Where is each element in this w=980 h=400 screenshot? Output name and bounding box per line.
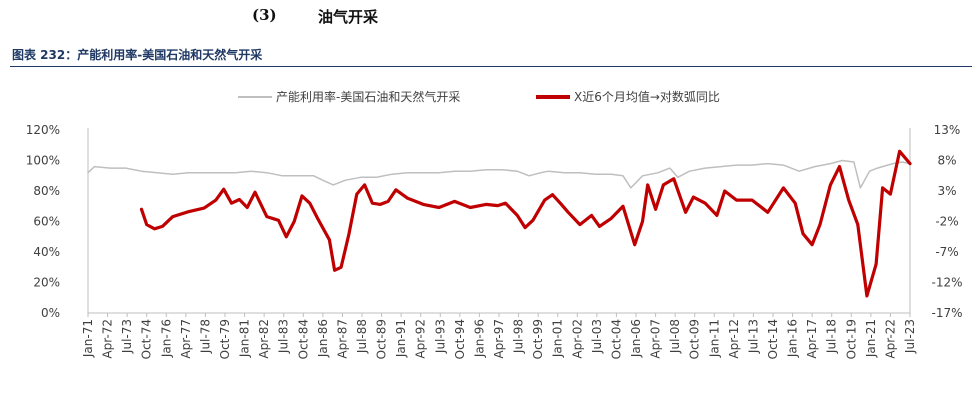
legend: 产能利用率-美国石油和天然气开采 X近6个月均值→对数弧同比	[238, 89, 720, 104]
series-line-yoy	[139, 149, 912, 298]
right-axis-ticks: -17% -12% -7% -2% 3% 8% 13%	[931, 123, 962, 320]
x-tick-label: Oct-99	[531, 319, 545, 359]
figure-title: 图表 232：产能利用率-美国石油和天然气开采	[12, 48, 263, 62]
x-tick-label: Jul-73	[120, 319, 134, 354]
x-tick-label: Apr-82	[257, 319, 271, 359]
left-axis-ticks: 0% 20% 40% 60% 80% 100% 120%	[26, 123, 60, 320]
x-tick-label: Jan-91	[394, 319, 408, 358]
x-tick-label: Jan-76	[159, 319, 173, 358]
left-tick-label: 0%	[41, 306, 60, 320]
x-tick-label: Jan-96	[472, 319, 486, 358]
right-tick-label: -17%	[931, 306, 962, 320]
x-tick-label: Jan-01	[551, 319, 565, 358]
series-line-capacity-utilization	[87, 159, 911, 189]
x-tick-label: Jul-93	[433, 319, 447, 354]
x-tick-label: Apr-72	[101, 319, 115, 359]
section-number: (3)	[252, 6, 277, 24]
section-title: 油气开采	[318, 8, 379, 26]
x-tick-label: Apr-02	[570, 319, 584, 359]
x-tick-label: Oct-74	[140, 319, 154, 359]
x-tick-label: Jul-18	[825, 319, 839, 354]
x-tick-label: Jan-71	[81, 319, 95, 358]
legend-label-capacity: 产能利用率-美国石油和天然气开采	[276, 89, 460, 104]
x-tick-label: Jan-21	[864, 319, 878, 358]
x-tick-label: Oct-84	[296, 319, 310, 359]
x-tick-label: Apr-87	[335, 319, 349, 359]
right-tick-label: 13%	[934, 123, 961, 137]
left-tick-label: 20%	[33, 276, 60, 290]
left-tick-label: 100%	[26, 154, 60, 168]
x-tick-label: Jan-86	[316, 319, 330, 358]
left-tick-label: 40%	[33, 245, 60, 259]
right-tick-label: -7%	[935, 245, 958, 259]
legend-label-yoy: X近6个月均值→对数弧同比	[574, 89, 720, 104]
left-tick-label: 120%	[26, 123, 60, 137]
x-tick-label: Jul-13	[746, 319, 760, 354]
x-tick-label: Jan-11	[707, 319, 721, 358]
left-tick-label: 80%	[33, 184, 60, 198]
axes	[87, 128, 911, 314]
x-tick-label: Jan-06	[629, 319, 643, 358]
x-tick-label: Oct-94	[453, 319, 467, 359]
x-tick-label: Apr-17	[805, 319, 819, 359]
x-tick-label: Oct-04	[609, 319, 623, 359]
x-tick-label: Apr-12	[727, 319, 741, 359]
x-tick-label: Apr-22	[883, 319, 897, 359]
x-tick-label: Oct-19	[844, 319, 858, 359]
x-axis-ticks: Jan-71 Apr-72 Jul-73 Oct-74 Jan-76 Apr-77 Jul-…	[81, 313, 917, 359]
x-tick-label: Oct-09	[688, 319, 702, 359]
x-tick-label: Apr-97	[492, 319, 506, 359]
right-tick-label: -12%	[931, 276, 962, 290]
x-tick-label: Jul-98	[512, 319, 526, 354]
x-tick-label: Oct-89	[375, 319, 389, 359]
x-tick-label: Jan-16	[786, 319, 800, 358]
x-tick-label: Jul-03	[590, 319, 604, 354]
x-tick-label: Jul-78	[198, 319, 212, 354]
figure-title-rule	[10, 66, 972, 67]
series-layer	[87, 149, 912, 298]
x-tick-label: Apr-07	[649, 319, 663, 359]
left-tick-label: 60%	[33, 215, 60, 229]
right-tick-label: 8%	[937, 154, 956, 168]
right-tick-label: 3%	[937, 184, 956, 198]
x-tick-label: Jul-88	[355, 319, 369, 354]
x-tick-label: Jul-23	[903, 319, 917, 354]
x-tick-label: Jul-83	[277, 319, 291, 354]
x-tick-label: Jan-81	[238, 319, 252, 358]
x-tick-label: Apr-92	[414, 319, 428, 359]
x-tick-label: Apr-77	[179, 319, 193, 359]
section-heading: (3) 油气开采	[0, 6, 980, 28]
x-tick-label: Jul-08	[668, 319, 682, 354]
x-tick-label: Oct-14	[766, 319, 780, 359]
x-tick-label: Oct-79	[218, 319, 232, 359]
right-tick-label: -2%	[935, 215, 958, 229]
